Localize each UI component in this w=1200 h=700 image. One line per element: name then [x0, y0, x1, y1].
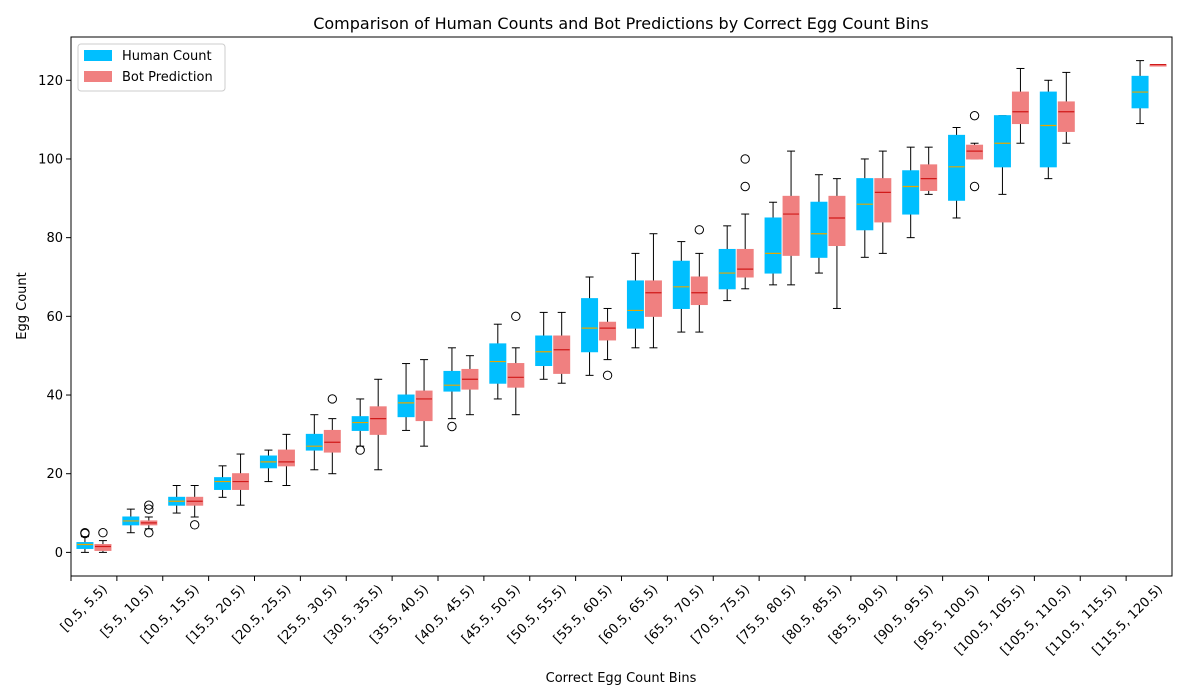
- legend-label-bot: Bot Prediction: [122, 70, 213, 85]
- outlier-point: [740, 154, 750, 164]
- bot-box: [782, 195, 800, 256]
- human-box: [902, 170, 920, 215]
- y-tick-label: 0: [55, 546, 63, 561]
- bot-box: [920, 164, 938, 191]
- human-box: [718, 248, 736, 290]
- outlier-point: [327, 394, 338, 404]
- outlier-point: [144, 528, 154, 538]
- human-box: [581, 298, 599, 353]
- box-series: [76, 60, 1167, 553]
- bot-box: [94, 544, 112, 551]
- human-box: [214, 477, 232, 490]
- outlier-point: [189, 520, 200, 530]
- bot-box: [507, 363, 525, 388]
- bot-box: [599, 321, 617, 341]
- bot-box: [828, 195, 846, 247]
- bot-box: [736, 248, 754, 278]
- human-box: [764, 217, 782, 274]
- human-box: [672, 260, 690, 309]
- y-axis: 0 20 40 60 80 100 120: [38, 74, 71, 561]
- human-box: [810, 201, 828, 258]
- outlier-point: [694, 225, 705, 235]
- human-box: [948, 134, 966, 201]
- outlier-point: [969, 110, 980, 121]
- outlier-point: [98, 528, 108, 538]
- outlier-point: [602, 370, 613, 381]
- human-box: [489, 343, 507, 384]
- bot-box: [966, 144, 984, 160]
- outlier-point: [355, 445, 365, 455]
- human-box: [397, 394, 415, 418]
- outlier-point: [511, 311, 521, 322]
- human-box: [76, 542, 94, 549]
- x-axis-label: Correct Egg Count Bins: [546, 671, 697, 686]
- human-box: [305, 433, 323, 451]
- human-box: [351, 416, 369, 431]
- human-box: [993, 115, 1011, 168]
- outlier-point: [144, 500, 154, 510]
- bot-box: [369, 406, 387, 435]
- y-tick-label: 40: [46, 389, 63, 404]
- y-tick-label: 100: [38, 152, 63, 167]
- y-tick-label: 60: [46, 310, 63, 325]
- bot-box: [323, 429, 341, 453]
- outlier-point: [144, 504, 154, 514]
- bot-box: [644, 280, 662, 317]
- y-axis-label: Egg Count: [15, 272, 30, 339]
- legend-swatch-human: [84, 50, 112, 61]
- x-axis: [0.5, 5.5)[5.5, 10.5)[10.5, 15.5)[15.5, …: [58, 576, 1166, 658]
- bot-box: [690, 276, 708, 306]
- outlier-point: [80, 528, 90, 539]
- bot-box: [874, 178, 892, 223]
- chart-title: Comparison of Human Counts and Bot Predi…: [313, 14, 929, 33]
- bot-box: [1057, 101, 1075, 132]
- legend-swatch-bot: [84, 71, 112, 82]
- y-tick-label: 20: [46, 467, 63, 482]
- human-box: [535, 335, 553, 367]
- outlier-point: [740, 181, 750, 192]
- bot-box: [415, 390, 433, 422]
- bot-box: [277, 449, 295, 467]
- human-box: [1039, 91, 1057, 168]
- legend-frame: [77, 43, 226, 92]
- legend-label-human: Human Count: [122, 49, 212, 64]
- human-box: [626, 280, 644, 329]
- y-tick-label: 120: [38, 74, 63, 89]
- legend: Human Count Bot Prediction: [77, 43, 226, 92]
- outlier-point: [447, 421, 457, 432]
- y-tick-label: 80: [46, 231, 63, 246]
- outlier-point: [969, 181, 980, 192]
- bot-box: [1011, 91, 1029, 125]
- human-box: [443, 370, 461, 392]
- bot-box: [553, 335, 571, 374]
